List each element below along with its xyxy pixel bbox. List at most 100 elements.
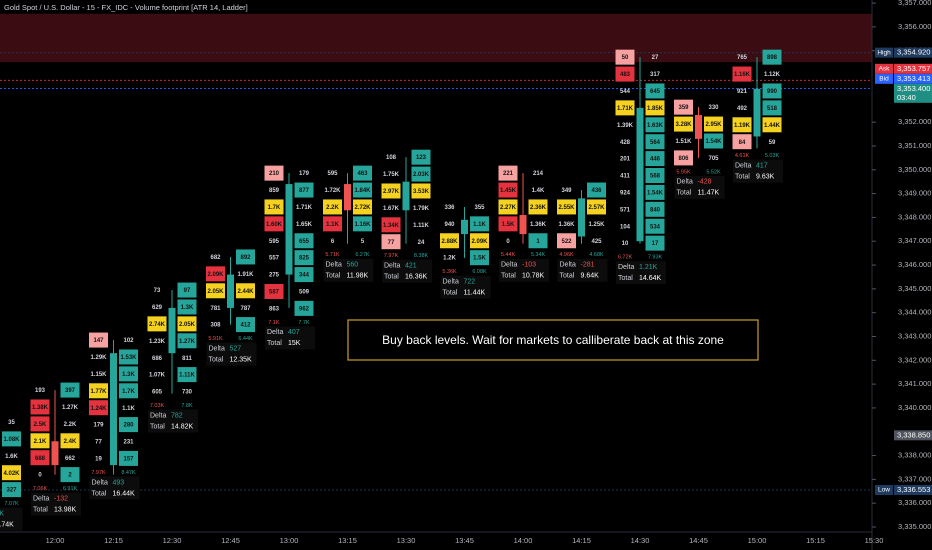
- footprint-cell: [674, 150, 693, 166]
- sell-volume: 2.55K: [558, 205, 575, 211]
- buy-volume: 509: [299, 290, 310, 296]
- y-tick-label: 3,346.000: [898, 260, 931, 269]
- buy-volume: 2.95K: [705, 122, 722, 128]
- delta-box: [148, 409, 198, 433]
- y-tick-label: 3,343.000: [898, 331, 931, 340]
- delta-value: 493: [113, 479, 125, 486]
- x-tick-label: 13:15: [338, 536, 357, 545]
- footprint-cell: [732, 134, 752, 150]
- candle-body: [110, 353, 117, 466]
- buy-volume: 1.65K: [296, 222, 313, 228]
- footprint-cell: [2, 482, 21, 498]
- buy-volume: 1.6K: [5, 454, 18, 460]
- total-label: Total: [92, 490, 107, 497]
- footprint-cell: [411, 183, 431, 199]
- axes: 3,357.0003,356.0003,355.0003,352.0003,35…: [46, 0, 932, 545]
- delta-box: [440, 275, 491, 299]
- footprint-cell: [264, 216, 284, 232]
- delta-box: [31, 492, 81, 516]
- footprint-cell: [323, 199, 342, 215]
- buy-volume: 425: [591, 239, 602, 245]
- delta-value: 527: [230, 345, 242, 352]
- delta-value: 417: [756, 163, 768, 170]
- footprint-cell: [60, 467, 80, 483]
- buy-volume: 2.09K: [471, 239, 488, 245]
- footprint-cell: [615, 66, 635, 82]
- sell-volume: 682: [210, 255, 221, 261]
- sell-volume: 147: [93, 338, 104, 344]
- delta-box: [206, 342, 257, 366]
- candle-body: [695, 115, 702, 139]
- buy-volume: 344: [299, 273, 310, 279]
- buy-volume: 436: [591, 188, 602, 194]
- x-tick-label: 14:15: [572, 536, 591, 545]
- buy-total: 7.93K: [648, 255, 663, 261]
- y-tick-label: 3,349.000: [898, 189, 931, 198]
- annotation-box: [347, 319, 759, 361]
- buy-volume: 59: [769, 140, 776, 146]
- sell-volume: 1.36K: [558, 222, 575, 228]
- x-tick-label: 12:30: [163, 536, 182, 545]
- buy-volume: 3.53K: [413, 189, 430, 195]
- sell-volume: 688: [35, 456, 46, 462]
- delta-value: -428: [698, 179, 712, 186]
- footprint-cell: [30, 399, 50, 415]
- footprint-cell: [294, 250, 314, 266]
- buy-volume: 1.84K: [354, 188, 371, 194]
- footprint-cell: [645, 100, 665, 116]
- buy-total: 8.47K: [121, 470, 136, 476]
- sell-volume: 10: [622, 241, 629, 247]
- footprint-cell: [89, 383, 108, 399]
- buy-volume: 1.53K: [120, 355, 137, 361]
- delta-label: Delta: [209, 345, 225, 352]
- buy-volume: 564: [650, 140, 661, 146]
- buy-volume: 1.71K: [296, 205, 313, 211]
- sell-total: 4.96K: [559, 252, 574, 258]
- sell-volume: 0: [506, 239, 510, 245]
- buy-volume: 2: [68, 473, 72, 479]
- candle-body: [51, 441, 59, 466]
- buy-volume: 825: [299, 256, 310, 262]
- x-tick-label: 13:45: [455, 536, 474, 545]
- sell-volume: 806: [678, 156, 689, 162]
- buy-volume: 97: [184, 288, 191, 294]
- footprint-cell: [732, 66, 752, 82]
- sell-volume: 921: [737, 89, 748, 95]
- sell-volume: 1.1K: [326, 222, 339, 228]
- sell-volume: 2.27K: [500, 205, 517, 211]
- buy-total: 6.08K: [472, 269, 487, 275]
- buy-volume: 1.63K: [647, 123, 664, 129]
- buy-volume: 355: [474, 205, 485, 211]
- footprint-cell: [645, 201, 665, 217]
- sell-total: 4.61K: [735, 153, 750, 159]
- sell-volume: 0: [38, 473, 42, 479]
- buy-volume: 463: [357, 171, 368, 177]
- delta-value: -103: [522, 262, 536, 269]
- y-tick-label: 3,347.000: [898, 236, 931, 245]
- sell-total: 7.97K: [384, 253, 399, 259]
- buy-volume: 2.72K: [354, 205, 371, 211]
- sell-volume: 2.5K: [34, 422, 47, 428]
- total-value: 10.78K: [522, 273, 545, 280]
- footprint-cell: [353, 216, 372, 232]
- footprint-cell: [264, 283, 284, 299]
- buy-volume: 102: [123, 338, 134, 344]
- price-label: 3,353.400: [897, 84, 930, 93]
- delta-label: Delta: [735, 163, 751, 170]
- footprint-cell: [674, 116, 693, 132]
- buy-volume: 4.02K: [3, 471, 20, 477]
- sell-volume: 2.09K: [207, 272, 224, 278]
- delta-value: -132: [54, 495, 68, 502]
- price-tag: High: [877, 49, 891, 56]
- footprint-cell: [294, 233, 314, 249]
- buy-volume: 2.36K: [530, 205, 547, 211]
- sell-volume: 1.23K: [149, 339, 166, 345]
- sell-volume: 1.51K: [675, 139, 692, 145]
- buy-volume: 1.25K: [588, 222, 605, 228]
- sell-volume: 1.39K: [617, 123, 634, 129]
- footprint-cell: [762, 117, 782, 133]
- buy-volume: 787: [240, 306, 251, 312]
- buy-volume: 280: [123, 423, 134, 429]
- sell-volume: 19: [95, 456, 102, 462]
- footprint-cell: [206, 266, 225, 282]
